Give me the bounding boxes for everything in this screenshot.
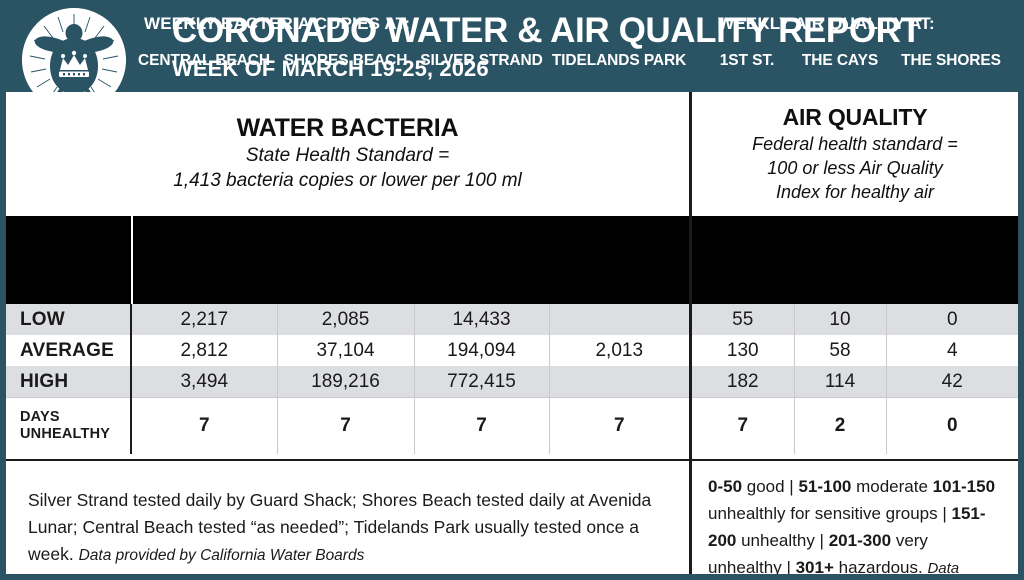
row-label-low: LOW	[6, 304, 132, 335]
cell-avg-the-shores: 4	[886, 335, 1018, 366]
air-quality-scale: 0-50 good | 51-100 moderate 101-150 unhe…	[692, 461, 1018, 574]
aqi-label-good: good |	[742, 477, 799, 496]
water-footer-divider	[6, 459, 689, 461]
table-row: LOW 2,217 2,085 14,433	[6, 304, 689, 335]
cell-high-silver: 772,415	[414, 366, 550, 398]
air-col-header-0: 1ST ST.	[719, 52, 775, 69]
cell-high-first-st: 182	[692, 366, 795, 398]
table-row: HIGH 3,494 189,216 772,415	[6, 366, 689, 398]
aqi-range-101-150: 101-150	[932, 477, 996, 496]
cell-days-shores: 7	[277, 397, 415, 454]
cell-avg-central: 2,812	[131, 335, 278, 366]
cell-low-silver: 14,433	[414, 304, 550, 335]
water-footnote: Silver Strand tested daily by Guard Shac…	[6, 461, 689, 574]
cell-low-shores: 2,085	[277, 304, 415, 335]
page-title: CORONADO WATER & AIR QUALITY REPORT	[172, 11, 922, 50]
row-label-days-unhealthy: DAYS UNHEALTHY	[6, 397, 132, 454]
cell-avg-tidelands: 2,013	[549, 335, 689, 366]
table-row: 7 2 0	[692, 397, 1018, 454]
panel-divider	[689, 92, 692, 574]
cell-avg-silver: 194,094	[414, 335, 550, 366]
aqi-range-201-300: 201-300	[828, 531, 892, 550]
cell-low-the-cays: 10	[794, 304, 887, 335]
cell-low-first-st: 55	[692, 304, 795, 335]
air-standard-line3: Index for healthy air	[775, 182, 935, 202]
air-table-header-band	[692, 216, 1018, 304]
aqi-label-hazardous: hazardous.	[833, 558, 928, 574]
water-standard-line2: 1,413 bacteria copies or lower per 100 m…	[173, 170, 522, 191]
aqi-range-301-plus: 301+	[795, 558, 834, 574]
table-row: 55 10 0	[692, 304, 1018, 335]
aqi-label-sensitive: unhealthly for sensitive groups |	[708, 504, 952, 523]
cell-days-first-st: 7	[692, 397, 795, 454]
water-data-table: LOW 2,217 2,085 14,433 AVERAGE 2,812 37,…	[6, 304, 689, 454]
cell-days-silver: 7	[414, 397, 550, 454]
air-footer-divider	[692, 459, 1018, 461]
water-section-title: WATER BACTERIA	[236, 114, 459, 142]
cell-high-the-cays: 114	[794, 366, 887, 398]
header-titles: CORONADO WATER & AIR QUALITY REPORT WEEK…	[172, 10, 922, 82]
water-col-header-2: SILVER STRAND	[420, 52, 543, 69]
water-table-header-band	[6, 216, 689, 304]
cell-low-the-shores: 0	[886, 304, 1018, 335]
cell-days-the-shores: 0	[886, 397, 1018, 454]
cell-low-central: 2,217	[131, 304, 278, 335]
water-col-header-3: TIDELANDS PARK	[551, 52, 687, 69]
aqi-label-unhealthy: unhealthy |	[736, 531, 829, 550]
aqi-range-51-100: 51-100	[798, 477, 852, 496]
air-intro: AIR QUALITY Federal health standard = 10…	[692, 92, 1018, 214]
cell-high-shores: 189,216	[277, 366, 415, 398]
water-footnote-source: Data provided by California Water Boards	[78, 547, 365, 564]
air-data-table: 55 10 0 130 58 4 182 114 42 7 2 0	[692, 304, 1018, 454]
cell-high-tidelands	[549, 366, 689, 398]
cell-high-the-shores: 42	[886, 366, 1018, 398]
days-label-line1: DAYS	[20, 409, 60, 425]
water-col-header-1: SHORES BEACH	[283, 52, 408, 69]
table-row: AVERAGE 2,812 37,104 194,094 2,013	[6, 335, 689, 366]
water-header-divider	[131, 216, 133, 304]
aqi-label-very-unhealthy: very unhealthy |	[708, 531, 928, 574]
row-label-average: AVERAGE	[6, 335, 132, 366]
table-row: DAYS UNHEALTHY 7 7 7 7	[6, 397, 689, 454]
row-label-high: HIGH	[6, 366, 132, 398]
air-table-heading: WEEKLY AIR QUALITY AT:	[718, 14, 935, 33]
days-label-line2: UNHEALTHY	[20, 426, 111, 442]
cell-high-central: 3,494	[131, 366, 278, 398]
water-table-heading: WEEKLY BACTERIA COPIES AT:	[144, 14, 411, 33]
cell-avg-the-cays: 58	[794, 335, 887, 366]
water-footnote-text: Silver Strand tested daily by Guard Shac…	[28, 490, 652, 564]
turtle-crown-logo-icon	[22, 8, 126, 112]
page-header: CORONADO WATER & AIR QUALITY REPORT WEEK…	[0, 0, 1024, 112]
cell-avg-shores: 37,104	[277, 335, 415, 366]
air-standard-line1: Federal health standard =	[752, 134, 958, 154]
air-col-header-2: THE SHORES	[901, 52, 1001, 69]
cell-days-central: 7	[131, 397, 278, 454]
air-footnote-source: Data provided by Purple Air	[927, 560, 960, 574]
table-row: 182 114 42	[692, 366, 1018, 398]
cell-days-tidelands: 7	[549, 397, 689, 454]
aqi-range-0-50: 0-50	[708, 477, 743, 496]
water-standard-line1: State Health Standard =	[245, 145, 450, 166]
aqi-label-moderate: moderate	[851, 477, 928, 496]
water-intro: WATER BACTERIA State Health Standard = 1…	[6, 92, 689, 214]
aqi-range-151-200: 151-200	[708, 504, 986, 550]
cell-avg-first-st: 130	[692, 335, 795, 366]
air-standard-line2: 100 or less Air Quality	[767, 158, 943, 178]
water-col-header-0: CENTRAL BEACH	[138, 52, 270, 69]
page-subtitle: WEEK OF MARCH 19-25, 2026	[172, 56, 489, 81]
table-row: 130 58 4	[692, 335, 1018, 366]
cell-low-tidelands	[549, 304, 689, 335]
air-section-title: AIR QUALITY	[782, 104, 928, 130]
air-col-header-1: THE CAYS	[801, 52, 879, 69]
cell-days-the-cays: 2	[794, 397, 887, 454]
